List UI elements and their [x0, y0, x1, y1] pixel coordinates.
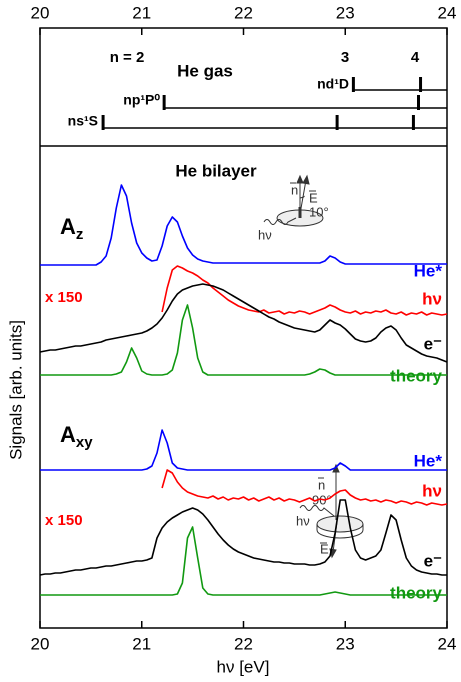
group-name: A [60, 422, 76, 447]
figure: He gas n = 2 3 4 ns¹S np¹P⁰ nd¹D He bila… [0, 0, 461, 682]
x-tick-label: 21 [132, 3, 151, 22]
level-annotation: 3 [341, 49, 349, 66]
panel-title: He bilayer [175, 161, 257, 180]
inset-label: n [291, 182, 298, 197]
x-tick-label: 21 [132, 634, 151, 653]
x-tick-label: 20 [31, 3, 50, 22]
scale-note: x 150 [45, 289, 83, 306]
x-axis-label: hν [eV] [217, 657, 270, 676]
inset-label: E [320, 541, 329, 556]
page: He gas n = 2 3 4 ns¹S np¹P⁰ nd¹D He bila… [0, 0, 461, 682]
inset-label: hν [258, 227, 272, 242]
series-line [40, 305, 447, 375]
series-label: He* [414, 451, 443, 470]
series-line [162, 470, 447, 505]
series-label: e⁻ [424, 334, 442, 353]
level-annotation: 4 [411, 49, 420, 66]
series-label: nd¹D [317, 76, 349, 92]
series-line [40, 500, 447, 575]
series-line [40, 430, 447, 470]
inset-label: 10° [309, 204, 329, 219]
series-label: theory [390, 366, 443, 385]
scale-note: x 150 [45, 512, 83, 529]
x-tick-label: 23 [336, 3, 355, 22]
series-label: theory [390, 583, 443, 602]
group-label: Axy [60, 422, 93, 451]
x-tick-label: 22 [234, 3, 253, 22]
series-label: ns¹S [68, 113, 98, 129]
inset-label: E [309, 190, 318, 205]
x-tick-label: 22 [234, 634, 253, 653]
series-line [40, 185, 447, 265]
x-tick-label: 24 [438, 634, 457, 653]
surface-disc [317, 516, 363, 532]
inset-label: n [318, 477, 325, 492]
panel-title: He gas [177, 61, 233, 80]
series-line [40, 284, 447, 362]
series-label: hν [422, 289, 442, 308]
series-line [40, 527, 447, 595]
group-name: A [60, 214, 76, 239]
group-label: Az [60, 214, 83, 243]
inset-label: hν [296, 513, 310, 528]
series-label: e⁻ [424, 551, 442, 570]
series-label: np¹P⁰ [123, 92, 160, 108]
series-label: hν [422, 481, 442, 500]
group-subscript: xy [76, 434, 93, 451]
x-tick-label: 24 [438, 3, 457, 22]
x-tick-label: 20 [31, 634, 50, 653]
y-axis-label: Signals [arb. units] [6, 320, 25, 460]
arrow-head [303, 176, 309, 184]
x-tick-label: 23 [336, 634, 355, 653]
group-subscript: z [76, 226, 84, 243]
level-annotation: n = 2 [110, 49, 145, 66]
series-line [162, 266, 447, 315]
